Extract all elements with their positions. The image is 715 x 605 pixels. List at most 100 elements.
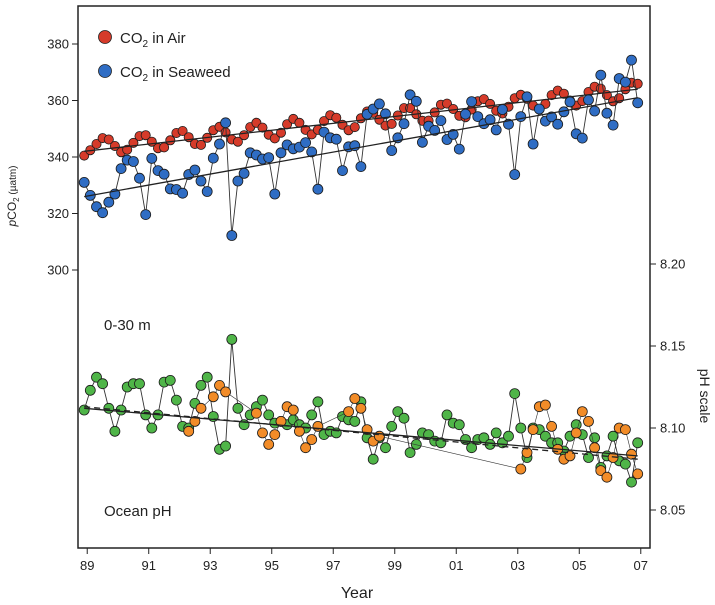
series-3-point: [232, 402, 244, 414]
series-2-point: [527, 138, 539, 150]
series-1-point: [349, 122, 360, 133]
series-2-point: [589, 105, 600, 117]
series-3-point: [632, 437, 644, 449]
series-4-point: [595, 465, 607, 477]
series-1-point: [232, 136, 243, 147]
series-2-point: [386, 145, 398, 156]
series-2-point: [453, 143, 465, 155]
series-2-point: [380, 108, 391, 120]
legend-air-prefix: CO: [120, 30, 143, 47]
legend-air-marker: [98, 30, 112, 44]
series-1-point: [257, 122, 268, 133]
series-2-point: [521, 91, 533, 103]
left-tick-label: 340: [47, 150, 69, 165]
series-2-point: [576, 132, 588, 144]
series-2-point: [134, 172, 145, 184]
x-tick-label: 99: [388, 558, 402, 573]
series-3-point: [453, 419, 465, 431]
series-4-point: [601, 471, 613, 483]
series-2-point: [146, 152, 158, 164]
series-1-point: [195, 139, 206, 150]
series-1-point: [558, 88, 569, 99]
series-2-point: [490, 124, 502, 136]
series-1-point: [177, 126, 188, 137]
series-4-point: [257, 427, 268, 439]
series-2-point: [404, 89, 416, 101]
series-2-point: [232, 175, 244, 187]
series-4-point: [343, 406, 355, 418]
series-2-point: [607, 119, 619, 131]
x-axis-label: Year: [341, 585, 374, 602]
series-2-point: [177, 187, 189, 199]
series-2-point: [97, 207, 108, 219]
series-3-point: [164, 374, 176, 386]
series-2-point: [509, 169, 521, 180]
right-tick-label: 8.10: [660, 421, 685, 436]
series-2-point: [226, 230, 238, 241]
series-2-point: [466, 96, 478, 107]
series-2-point: [373, 98, 385, 110]
series-2-point: [435, 115, 447, 126]
series-2-point: [337, 165, 348, 177]
series-3-point: [195, 379, 207, 391]
legend-seaweed-prefix: CO: [120, 64, 143, 81]
series-4-point: [293, 425, 305, 437]
series-3-point: [226, 333, 238, 345]
series-3-point: [146, 422, 158, 434]
series-1-point: [165, 135, 176, 146]
series-2-point: [583, 94, 594, 106]
series-1-point: [269, 133, 280, 144]
series-1-point: [140, 130, 151, 141]
y-axis-label-right: pH scale: [697, 369, 713, 424]
series-3-point: [263, 409, 275, 421]
series-1-point: [91, 138, 102, 149]
right-tick-label: 8.15: [660, 339, 685, 354]
x-tick-label: 91: [141, 558, 155, 573]
series-4-point: [275, 415, 287, 427]
series-3-point: [134, 378, 145, 390]
y-axis-label-left: pCO2 (µatm): [5, 165, 21, 227]
series-2-point: [330, 133, 342, 145]
series-4-point: [576, 406, 588, 418]
series-3-point: [367, 453, 379, 465]
series-3-point: [84, 384, 96, 396]
series-3-point: [626, 476, 637, 488]
trend-line-3: [84, 407, 638, 457]
trend-line-4: [84, 406, 638, 460]
legend-air-sub: 2: [143, 39, 149, 50]
plot-frame: [77, 5, 651, 549]
series-3-point: [201, 371, 213, 383]
series-2-point: [416, 136, 428, 148]
series-2-point: [620, 76, 631, 88]
series-3-point: [140, 409, 152, 421]
series-2-point: [269, 188, 281, 200]
series-4-point: [527, 424, 539, 436]
series-4-point: [195, 402, 207, 414]
series-3-point: [540, 430, 551, 442]
y-axis-label-italic: p: [5, 220, 19, 228]
series-3-point: [220, 440, 232, 452]
series-4-point: [373, 430, 385, 442]
x-tick-label: 97: [326, 558, 340, 573]
series-1-point: [331, 112, 342, 123]
series-2-point: [127, 156, 139, 167]
series-2-point: [214, 138, 225, 150]
series-4-point: [632, 468, 644, 480]
y-axis-label-unit: (µatm): [8, 165, 19, 197]
series-4-point: [515, 463, 527, 475]
left-tick-label: 300: [47, 263, 69, 278]
series-2-point: [472, 111, 484, 122]
series-3-point: [490, 427, 502, 439]
series-2-point: [238, 167, 250, 179]
x-tick-label: 01: [449, 558, 463, 573]
x-tick-label: 03: [511, 558, 525, 573]
trend-line-2: [84, 97, 638, 198]
x-tick-label: 89: [80, 558, 94, 573]
series-3-point: [404, 447, 416, 459]
bottom-axis: 89 91 93 95 97 99 01 03 05 07: [80, 548, 648, 573]
left-tick-label: 380: [47, 37, 69, 52]
series-4-point: [620, 424, 631, 436]
series-2-point: [220, 117, 232, 129]
x-tick-label: 95: [265, 558, 279, 573]
series-3-point: [620, 458, 631, 470]
